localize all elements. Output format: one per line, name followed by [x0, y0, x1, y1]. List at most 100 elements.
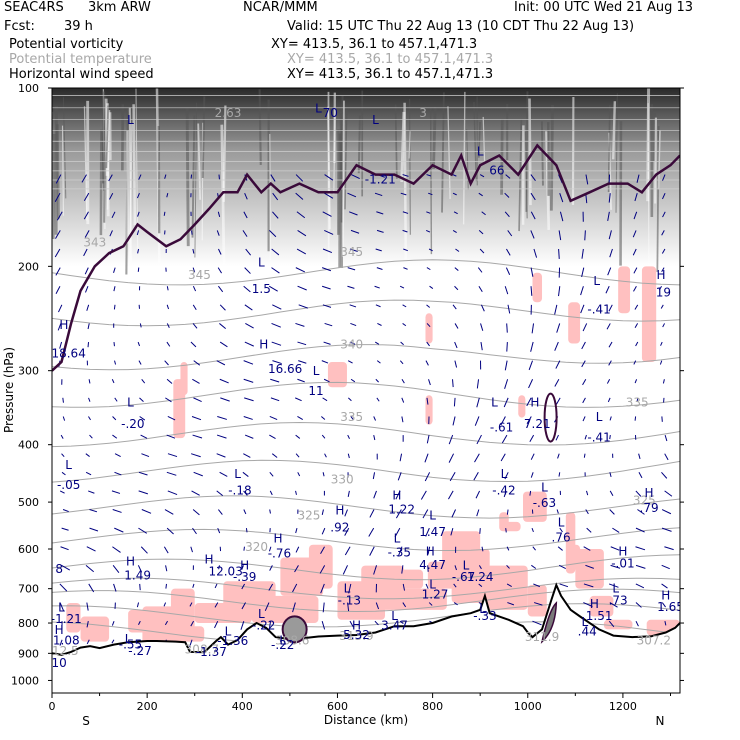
extremum-value-label: -1.21	[51, 612, 82, 626]
wind-arrow	[401, 565, 404, 574]
wind-arrow	[295, 546, 300, 553]
wind-arrow	[191, 490, 200, 496]
extremum-marker-L: L	[463, 559, 470, 573]
wind-arrow	[500, 416, 506, 426]
upper-streak	[269, 133, 271, 261]
wind-arrow	[661, 267, 665, 273]
wind-arrow	[658, 285, 662, 291]
wind-arrow	[401, 378, 405, 384]
wind-arrow	[476, 434, 482, 445]
x-right-end-label: N	[656, 714, 665, 728]
theta-contour	[52, 495, 680, 519]
wind-arrow	[165, 565, 168, 572]
wind-arrow	[661, 527, 672, 532]
wind-arrow	[479, 248, 485, 254]
theta-label: 335	[626, 396, 649, 410]
pv-fill-patch	[532, 272, 543, 303]
wind-arrow	[85, 471, 92, 476]
wind-arrow	[54, 248, 61, 258]
theta-label: 345	[340, 245, 363, 259]
wind-arrow	[480, 304, 485, 312]
wind-arrow	[661, 230, 665, 236]
wind-arrow	[322, 397, 328, 402]
wind-arrow	[479, 174, 485, 178]
wind-arrow	[585, 509, 589, 515]
wind-arrow	[218, 509, 223, 515]
wind-arrow	[294, 565, 299, 573]
wind-arrow	[664, 434, 668, 442]
pv-fill-patch	[327, 361, 347, 388]
wind-arrow	[242, 230, 248, 237]
wind-arrow	[108, 174, 113, 182]
wind-arrow	[243, 360, 254, 365]
wind-arrow	[478, 230, 484, 235]
wind-arrow	[193, 360, 201, 366]
theta-label: 325	[633, 494, 656, 508]
wind-arrow	[506, 564, 510, 569]
wind-arrow	[633, 285, 637, 292]
wind-arrow	[376, 229, 384, 233]
extremum-marker-L: L	[593, 274, 600, 288]
upper-streak	[652, 113, 656, 162]
wind-arrow	[528, 360, 533, 371]
wind-arrow	[55, 285, 61, 294]
extremum-marker-H: H	[59, 318, 68, 332]
wind-arrow	[633, 267, 638, 274]
wind-arrow	[189, 639, 193, 648]
extremum-value-label: -.55	[119, 637, 142, 651]
extremum-value-label: -.42	[492, 483, 515, 497]
wind-arrow	[632, 230, 637, 238]
wind-arrow	[243, 416, 253, 420]
wind-arrow	[533, 602, 543, 606]
pv-fill-patch	[641, 266, 657, 362]
y-tick-label: 800	[18, 617, 39, 630]
pv-fill-patch	[618, 266, 631, 314]
wind-arrow	[504, 211, 510, 218]
wind-arrow	[244, 341, 254, 347]
extremum-value-label: -.22	[271, 638, 294, 652]
extremum-value-label: 4.47	[419, 558, 446, 572]
wind-arrow	[137, 211, 140, 217]
wind-arrow	[426, 304, 431, 308]
wind-arrow	[244, 397, 254, 402]
x-tick-label: 200	[137, 700, 158, 713]
wind-arrow	[607, 267, 612, 276]
wind-arrow	[426, 323, 431, 328]
wind-arrow	[348, 583, 352, 594]
theta-label: 307.2	[637, 634, 671, 648]
wind-arrow	[428, 602, 433, 606]
wind-arrow	[269, 509, 271, 514]
wind-arrow	[192, 304, 197, 311]
wind-arrow	[88, 379, 91, 384]
extremum-value-label: 11	[308, 384, 323, 398]
wind-arrow	[400, 192, 407, 196]
upper-streak	[441, 92, 445, 213]
wind-arrow	[136, 230, 140, 236]
wind-arrow	[138, 620, 141, 625]
wind-arrow	[321, 527, 326, 535]
wind-arrow	[272, 360, 282, 365]
extremum-marker-L: L	[479, 602, 486, 616]
wind-arrow	[376, 267, 383, 270]
wind-arrow	[558, 230, 562, 241]
wind-arrow	[554, 304, 558, 315]
theta-label: 3	[419, 106, 427, 120]
theta-label: 335	[340, 410, 363, 424]
wind-arrow	[350, 229, 360, 234]
wind-arrow	[166, 378, 173, 384]
wind-arrow	[321, 416, 326, 420]
wind-arrow	[347, 360, 353, 364]
wind-arrow	[452, 229, 457, 233]
wind-arrow	[192, 434, 203, 439]
extremum-value-label: -.05	[57, 478, 80, 492]
extremum-value-label: -.20	[121, 417, 144, 431]
wind-arrow	[368, 527, 375, 537]
wind-arrow	[271, 267, 280, 274]
theta-label: 340	[340, 337, 363, 351]
wind-arrow	[216, 434, 227, 439]
wind-arrow	[321, 267, 332, 272]
wind-arrow	[585, 564, 594, 569]
extremum-value-label: 1.24	[467, 570, 494, 584]
extremum-value-label: -.22	[252, 618, 275, 632]
wind-arrow	[214, 583, 218, 589]
